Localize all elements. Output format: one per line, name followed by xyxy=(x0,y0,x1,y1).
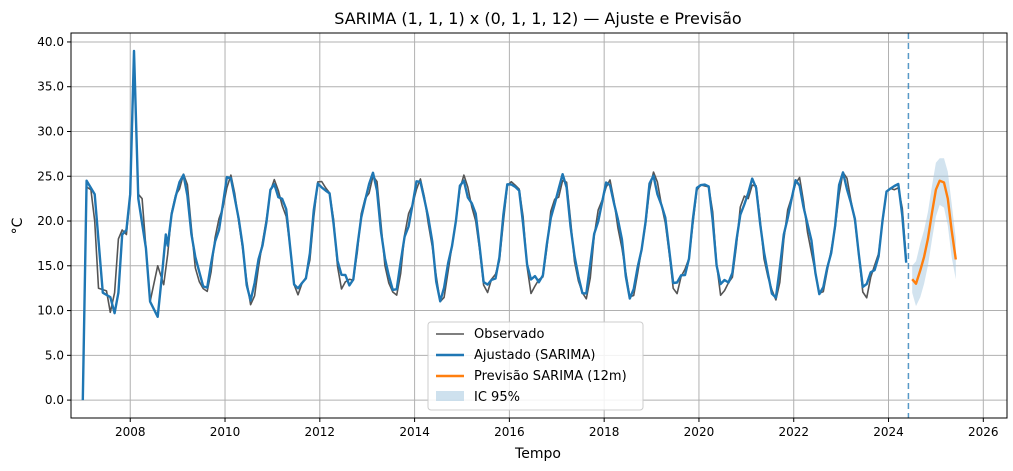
x-tick-label: 2008 xyxy=(115,425,146,439)
x-tick-label: 2018 xyxy=(589,425,620,439)
y-tick-label: 35.0 xyxy=(37,80,64,94)
x-tick-label: 2010 xyxy=(210,425,241,439)
y-tick-label: 15.0 xyxy=(37,259,64,273)
x-tick-label: 2020 xyxy=(684,425,715,439)
x-tick-label: 2024 xyxy=(873,425,904,439)
x-axis-label: Tempo xyxy=(514,446,561,462)
legend-label-ci: IC 95% xyxy=(474,390,520,405)
x-axis: 2008 2010 2012 2014 2016 2018 2020 2022 2024 2026 xyxy=(115,418,999,439)
x-tick-label: 2014 xyxy=(399,425,430,439)
legend: Observado Ajustado (SARIMA) Previsão SAR… xyxy=(427,321,644,411)
x-tick-label: 2026 xyxy=(968,425,999,439)
y-axis-label: °C xyxy=(10,217,26,234)
forecast-line xyxy=(911,179,957,285)
x-tick-label: 2016 xyxy=(494,425,525,439)
ci-layer xyxy=(912,158,956,307)
y-tick-label: 25.0 xyxy=(37,169,64,183)
ci-band xyxy=(912,158,956,307)
forecast-layer xyxy=(911,179,957,285)
y-tick-label: 20.0 xyxy=(37,214,64,228)
plot-frame xyxy=(70,32,1008,419)
fitted-line xyxy=(81,49,908,401)
y-tick-label: 30.0 xyxy=(37,124,64,138)
y-tick-label: 0.0 xyxy=(45,393,64,407)
legend-box xyxy=(427,321,644,411)
y-axis: 0.0 5.0 10.0 15.0 20.0 25.0 30.0 35.0 40.0 xyxy=(37,35,71,407)
legend-swatch-ci xyxy=(436,391,464,401)
legend-label-forecast: Previsão SARIMA (12m) xyxy=(474,369,627,384)
y-tick-label: 40.0 xyxy=(37,35,64,49)
chart-title: SARIMA (1, 1, 1) x (0, 1, 1, 12) — Ajust… xyxy=(334,9,741,28)
legend-label-observed: Observado xyxy=(474,327,545,342)
fitted-layer xyxy=(81,49,908,401)
legend-label-fitted: Ajustado (SARIMA) xyxy=(474,348,595,363)
x-tick-label: 2012 xyxy=(305,425,336,439)
x-tick-label: 2022 xyxy=(778,425,809,439)
y-tick-label: 5.0 xyxy=(45,348,64,362)
y-tick-label: 10.0 xyxy=(37,304,64,318)
